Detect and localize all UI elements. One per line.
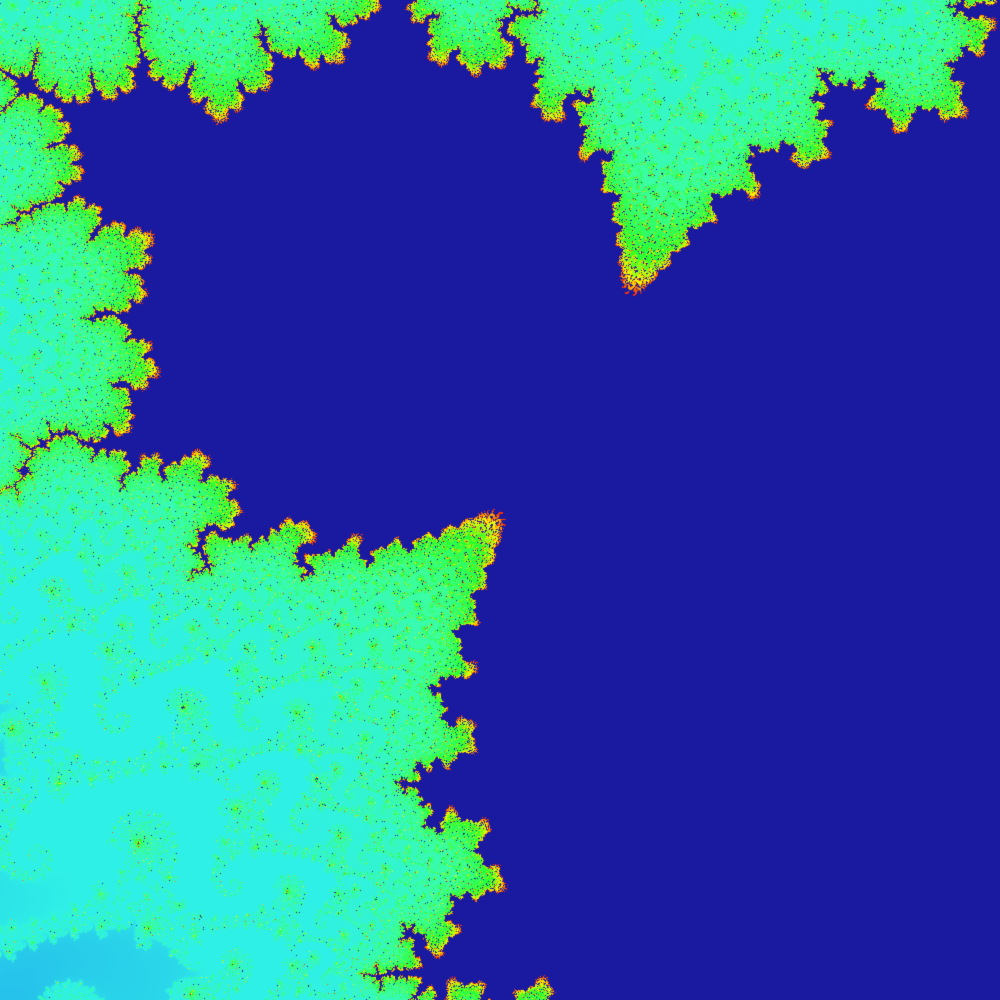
fractal-canvas: [0, 0, 1000, 1000]
fractal-image-frame: [0, 0, 1000, 1000]
